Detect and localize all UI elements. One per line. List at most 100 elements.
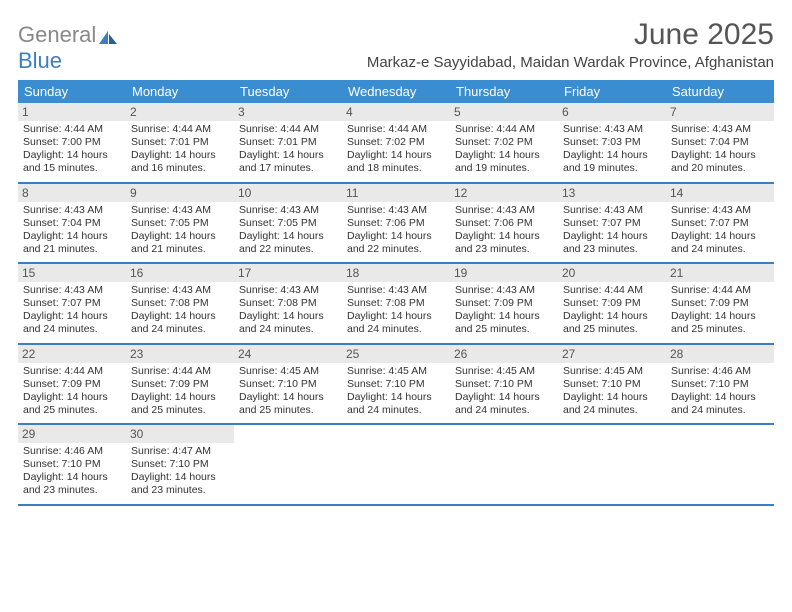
day-cell xyxy=(450,425,558,504)
day-cell xyxy=(342,425,450,504)
day-cell: 7Sunrise: 4:43 AMSunset: 7:04 PMDaylight… xyxy=(666,103,774,182)
day-cell: 15Sunrise: 4:43 AMSunset: 7:07 PMDayligh… xyxy=(18,264,126,343)
day-cell: 6 Sunrise: 4:43 AMSunset: 7:03 PMDaylight… xyxy=(558,103,666,182)
sunset-line: Sunset: 7:09 PM xyxy=(671,297,769,310)
week-row: 22Sunrise: 4:44 AMSunset: 7:09 PMDayligh… xyxy=(18,345,774,426)
daylight-line: Daylight: 14 hours and 25 minutes. xyxy=(455,310,553,336)
daylight-line: Daylight: 14 hours and 25 minutes. xyxy=(23,391,121,417)
sunset-line: Sunset: 7:08 PM xyxy=(131,297,229,310)
sunrise-line: Sunrise: 4:44 AM xyxy=(563,284,661,297)
sunset-line: Sunset: 7:05 PM xyxy=(131,217,229,230)
sunset-line: Sunset: 7:06 PM xyxy=(347,217,445,230)
sunrise-line: Sunrise: 4:43 AM xyxy=(563,204,661,217)
logo: General Blue xyxy=(18,22,119,74)
sunset-line: Sunset: 7:04 PM xyxy=(23,217,121,230)
day-number: 9 xyxy=(126,184,234,202)
sunset-line: Sunset: 7:10 PM xyxy=(563,378,661,391)
day-cell: 10Sunrise: 4:43 AMSunset: 7:05 PMDayligh… xyxy=(234,184,342,263)
day-cell xyxy=(666,425,774,504)
day-number: 5 xyxy=(450,103,558,121)
day-cell: 29Sunrise: 4:46 AMSunset: 7:10 PMDayligh… xyxy=(18,425,126,504)
sunrise-line: Sunrise: 4:44 AM xyxy=(23,123,121,136)
daylight-line: Daylight: 14 hours and 23 minutes. xyxy=(563,230,661,256)
sunrise-line: Sunrise: 4:45 AM xyxy=(239,365,337,378)
day-cell: 4Sunrise: 4:44 AMSunset: 7:02 PMDaylight… xyxy=(342,103,450,182)
daylight-line: Daylight: 14 hours and 25 minutes. xyxy=(563,310,661,336)
day-cell xyxy=(558,425,666,504)
daylight-line: Daylight: 14 hours and 25 minutes. xyxy=(131,391,229,417)
day-cell: 30 Sunrise: 4:47 AMSunset: 7:10 PMDayligh… xyxy=(126,425,234,504)
sunset-line: Sunset: 7:10 PM xyxy=(455,378,553,391)
day-of-week-header: SundayMondayTuesdayWednesdayThursdayFrid… xyxy=(18,80,774,103)
sunrise-line: Sunrise: 4:44 AM xyxy=(671,284,769,297)
day-number: 22 xyxy=(18,345,126,363)
day-cell: 12Sunrise: 4:43 AMSunset: 7:06 PMDayligh… xyxy=(450,184,558,263)
daylight-line: Daylight: 14 hours and 23 minutes. xyxy=(131,471,229,497)
logo-word-2: Blue xyxy=(18,48,62,73)
day-number: 1 xyxy=(18,103,126,121)
day-cell: 23Sunrise: 4:44 AMSunset: 7:09 PMDayligh… xyxy=(126,345,234,424)
sunset-line: Sunset: 7:08 PM xyxy=(239,297,337,310)
day-cell: 13 Sunrise: 4:43 AMSunset: 7:07 PMDayligh… xyxy=(558,184,666,263)
day-cell: 3Sunrise: 4:44 AMSunset: 7:01 PMDaylight… xyxy=(234,103,342,182)
daylight-line: Daylight: 14 hours and 19 minutes. xyxy=(563,149,661,175)
daylight-line: Daylight: 14 hours and 23 minutes. xyxy=(23,471,121,497)
sunset-line: Sunset: 7:10 PM xyxy=(131,458,229,471)
dow-monday: Monday xyxy=(126,80,234,103)
daylight-line: Daylight: 14 hours and 22 minutes. xyxy=(239,230,337,256)
daylight-line: Daylight: 14 hours and 24 minutes. xyxy=(455,391,553,417)
week-row: 8Sunrise: 4:43 AMSunset: 7:04 PMDaylight… xyxy=(18,184,774,265)
day-cell: 14Sunrise: 4:43 AMSunset: 7:07 PMDayligh… xyxy=(666,184,774,263)
sunrise-line: Sunrise: 4:43 AM xyxy=(347,284,445,297)
sunset-line: Sunset: 7:06 PM xyxy=(455,217,553,230)
daylight-line: Daylight: 14 hours and 24 minutes. xyxy=(347,310,445,336)
day-cell xyxy=(234,425,342,504)
sunrise-line: Sunrise: 4:47 AM xyxy=(131,445,229,458)
day-cell: 28Sunrise: 4:46 AMSunset: 7:10 PMDayligh… xyxy=(666,345,774,424)
sunset-line: Sunset: 7:04 PM xyxy=(671,136,769,149)
day-number: 21 xyxy=(666,264,774,282)
day-number: 3 xyxy=(234,103,342,121)
day-number: 17 xyxy=(234,264,342,282)
daylight-line: Daylight: 14 hours and 25 minutes. xyxy=(239,391,337,417)
week-row: 15Sunrise: 4:43 AMSunset: 7:07 PMDayligh… xyxy=(18,264,774,345)
day-cell: 16Sunrise: 4:43 AMSunset: 7:08 PMDayligh… xyxy=(126,264,234,343)
sunset-line: Sunset: 7:01 PM xyxy=(131,136,229,149)
daylight-line: Daylight: 14 hours and 24 minutes. xyxy=(671,230,769,256)
sunset-line: Sunset: 7:03 PM xyxy=(563,136,661,149)
day-cell: 17Sunrise: 4:43 AMSunset: 7:08 PMDayligh… xyxy=(234,264,342,343)
day-cell: 24Sunrise: 4:45 AMSunset: 7:10 PMDayligh… xyxy=(234,345,342,424)
dow-friday: Friday xyxy=(558,80,666,103)
daylight-line: Daylight: 14 hours and 24 minutes. xyxy=(347,391,445,417)
sunrise-line: Sunrise: 4:43 AM xyxy=(671,123,769,136)
sunset-line: Sunset: 7:09 PM xyxy=(23,378,121,391)
day-number: 10 xyxy=(234,184,342,202)
sunrise-line: Sunrise: 4:46 AM xyxy=(23,445,121,458)
dow-thursday: Thursday xyxy=(450,80,558,103)
day-number: 7 xyxy=(666,103,774,121)
sunset-line: Sunset: 7:05 PM xyxy=(239,217,337,230)
day-number: 6 xyxy=(558,103,666,121)
day-number: 30 xyxy=(126,425,234,443)
location-subtitle: Markaz-e Sayyidabad, Maidan Wardak Provi… xyxy=(367,54,774,71)
day-cell: 8Sunrise: 4:43 AMSunset: 7:04 PMDaylight… xyxy=(18,184,126,263)
daylight-line: Daylight: 14 hours and 16 minutes. xyxy=(131,149,229,175)
day-cell: 11Sunrise: 4:43 AMSunset: 7:06 PMDayligh… xyxy=(342,184,450,263)
sunrise-line: Sunrise: 4:43 AM xyxy=(23,284,121,297)
sunset-line: Sunset: 7:07 PM xyxy=(563,217,661,230)
day-number: 4 xyxy=(342,103,450,121)
daylight-line: Daylight: 14 hours and 24 minutes. xyxy=(671,391,769,417)
sunset-line: Sunset: 7:02 PM xyxy=(347,136,445,149)
sunrise-line: Sunrise: 4:44 AM xyxy=(23,365,121,378)
day-number: 14 xyxy=(666,184,774,202)
sunrise-line: Sunrise: 4:43 AM xyxy=(131,284,229,297)
daylight-line: Daylight: 14 hours and 15 minutes. xyxy=(23,149,121,175)
logo-text: General Blue xyxy=(18,22,119,74)
day-number: 13 xyxy=(558,184,666,202)
sunrise-line: Sunrise: 4:43 AM xyxy=(563,123,661,136)
day-number: 26 xyxy=(450,345,558,363)
sunset-line: Sunset: 7:09 PM xyxy=(131,378,229,391)
sunrise-line: Sunrise: 4:43 AM xyxy=(239,284,337,297)
sunset-line: Sunset: 7:10 PM xyxy=(671,378,769,391)
title-block: June 2025 Markaz-e Sayyidabad, Maidan Wa… xyxy=(367,18,774,71)
